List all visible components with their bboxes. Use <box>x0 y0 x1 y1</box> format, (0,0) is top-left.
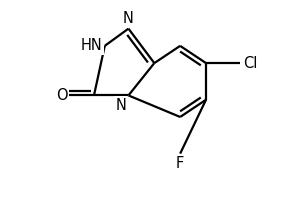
Text: N: N <box>116 98 126 112</box>
Text: O: O <box>56 88 68 103</box>
Text: Cl: Cl <box>243 56 257 70</box>
Text: N: N <box>123 11 134 27</box>
Text: F: F <box>176 156 184 171</box>
Text: HN: HN <box>81 38 103 53</box>
